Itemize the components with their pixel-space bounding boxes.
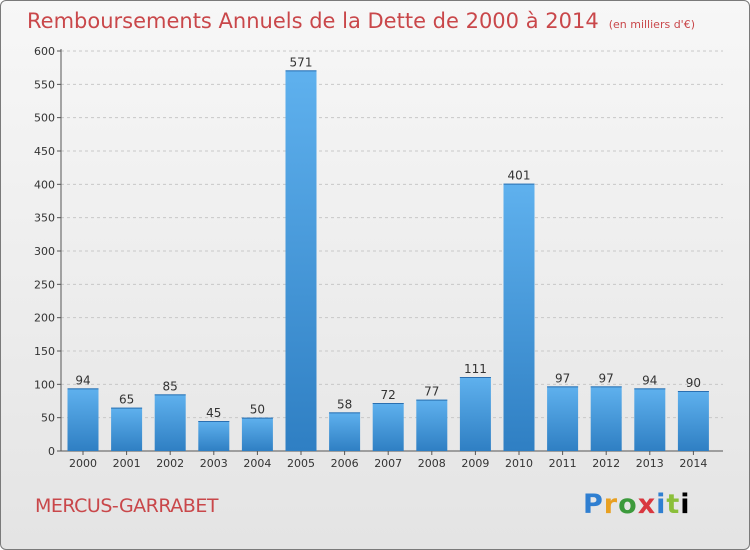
y-tick-label: 100 [34,378,55,391]
chart-title: Remboursements Annuels de la Dette de 20… [27,9,695,33]
y-tick-label: 550 [34,78,55,91]
data-label: 97 [555,371,570,385]
logo-letter-5: i [656,489,667,520]
data-label: 111 [464,362,487,376]
x-tick-label: 2013 [636,457,664,470]
proxiti-logo: Proxiti [583,489,691,520]
y-tick-label: 50 [41,412,55,425]
x-tick-label: 2014 [679,457,707,470]
logo-letter-4: x [637,489,657,520]
bar [154,394,186,451]
x-tick-label: 2011 [549,457,577,470]
y-tick-label: 250 [34,278,55,291]
data-label: 90 [686,376,701,390]
x-tick-label: 2001 [113,457,141,470]
data-label: 77 [424,385,439,399]
y-tick-label: 400 [34,178,55,191]
y-tick-label: 200 [34,312,55,325]
data-label: 58 [337,397,352,411]
x-tick-label: 2008 [418,457,446,470]
y-tick-label: 150 [34,345,55,358]
logo-letter-2: r [603,489,619,520]
y-tick-label: 600 [34,45,55,58]
bar [547,386,579,451]
y-tick-label: 450 [34,145,55,158]
x-tick-label: 2012 [592,457,620,470]
bar [198,421,230,451]
logo-letter-7: i [680,489,691,520]
x-tick-label: 2000 [69,457,97,470]
x-tick-label: 2005 [287,457,315,470]
bar [416,399,448,451]
bar [590,386,622,451]
bar [634,388,666,451]
data-label: 571 [290,55,313,69]
bar [67,388,99,451]
x-tick-label: 2004 [243,457,271,470]
chart-title-text: Remboursements Annuels de la Dette de 20… [27,9,599,33]
data-label: 401 [508,169,531,183]
x-tick-label: 2007 [374,457,402,470]
bar [241,417,273,451]
logo-letter-3: o [618,489,638,520]
x-tick-label: 2009 [461,457,489,470]
x-tick-label: 2006 [331,457,359,470]
x-tick-label: 2003 [200,457,228,470]
bar [459,377,491,451]
bar [372,403,404,451]
y-tick-label: 300 [34,245,55,258]
y-tick-label: 0 [48,445,55,458]
logo-letter-6: t [666,489,681,520]
data-label: 50 [250,403,265,417]
x-tick-label: 2010 [505,457,533,470]
bar [285,70,317,451]
y-tick-label: 350 [34,212,55,225]
bar [503,183,535,451]
x-tick-label: 2002 [156,457,184,470]
data-label: 97 [599,371,614,385]
data-label: 72 [381,388,396,402]
commune-name: MERCUS-GARRABET [35,495,218,517]
data-label: 45 [206,406,221,420]
bar [677,391,709,451]
logo-letter-1: P [583,489,604,520]
data-label: 94 [75,373,90,387]
data-label: 85 [163,379,178,393]
bar [111,407,143,451]
data-label: 94 [642,373,657,387]
y-tick-label: 500 [34,112,55,125]
bar [329,412,361,451]
chart-unit: (en milliers d'€) [608,18,695,31]
data-label: 65 [119,393,134,407]
